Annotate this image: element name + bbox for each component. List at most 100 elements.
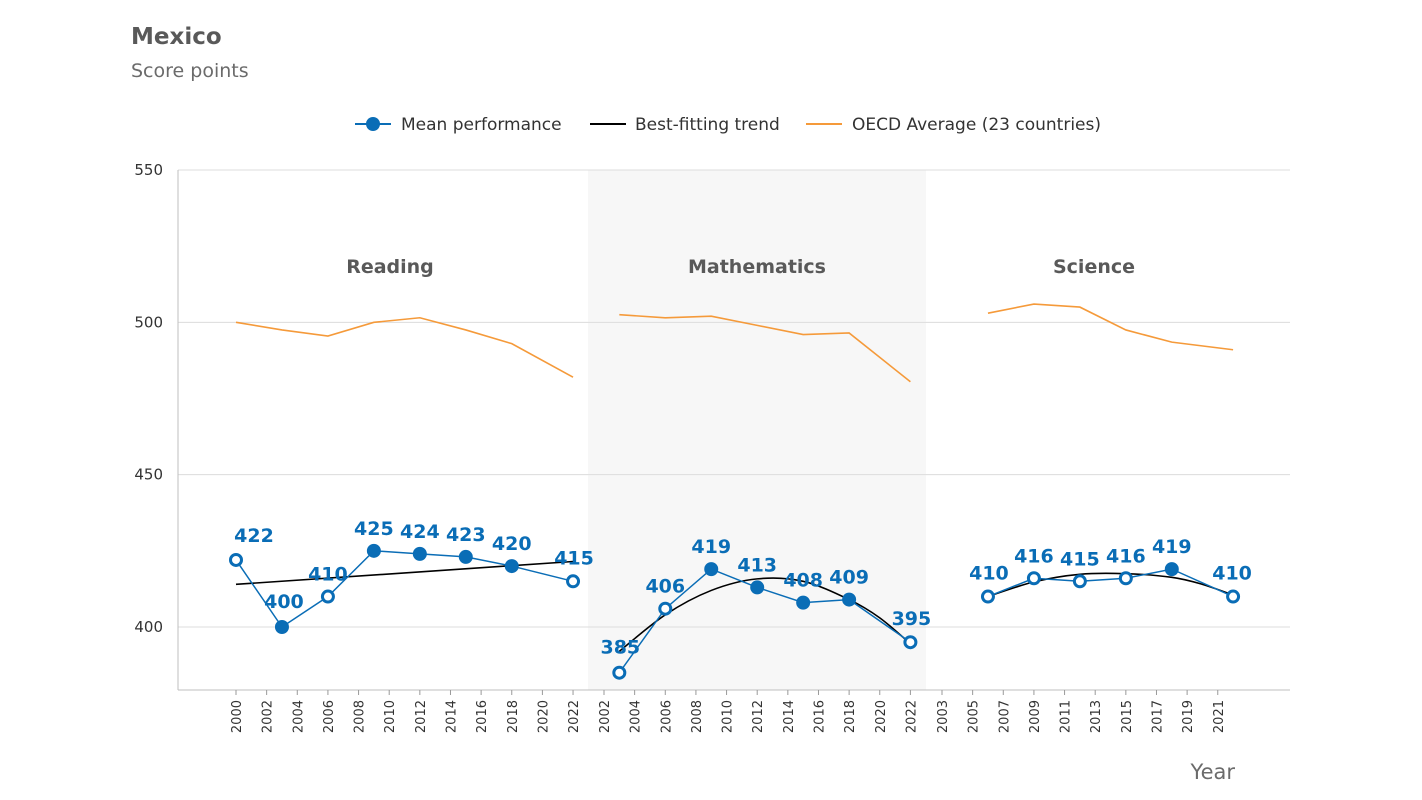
data-point: [412, 546, 427, 561]
x-tick-label: 2017: [1150, 700, 1165, 733]
x-tick-label: 2014: [782, 700, 797, 733]
oecd-average-line-science: [987, 303, 1234, 351]
x-tick-label: 2003: [936, 700, 951, 733]
y-tick-label: 400: [134, 618, 163, 636]
data-label: 395: [892, 608, 932, 630]
panel-label-reading: Reading: [346, 256, 434, 278]
x-tick-label: 2013: [1089, 700, 1104, 733]
plot-background: [588, 170, 926, 690]
data-point: [1072, 574, 1087, 589]
data-point: [1118, 571, 1133, 586]
mean-performance-line-science: [987, 568, 1234, 598]
data-point: [1026, 571, 1041, 586]
data-label: 420: [492, 533, 532, 555]
data-label: 425: [354, 518, 394, 540]
data-point: [842, 592, 857, 607]
data-label: 415: [554, 547, 594, 569]
data-point: [229, 552, 243, 567]
gridlines: [178, 169, 1290, 628]
x-tick-label: 2004: [291, 700, 306, 733]
data-point: [458, 549, 473, 564]
x-tick-label: 2015: [1120, 700, 1135, 733]
x-tick-label: 2008: [353, 700, 368, 733]
panel-background-mathematics: [588, 170, 926, 690]
x-tick-label: 2006: [322, 700, 337, 733]
data-label: 400: [264, 591, 304, 613]
legend-label-best-fitting-trend: Best-fitting trend: [635, 115, 780, 135]
x-axis-title: Year: [1190, 760, 1236, 784]
data-point: [1164, 562, 1179, 577]
x-tick-label: 2012: [751, 700, 766, 733]
x-tick-label: 2014: [444, 700, 459, 733]
data-label: 410: [969, 563, 1009, 585]
data-label: 385: [600, 637, 640, 659]
data-point: [704, 562, 719, 577]
y-tick-label: 450: [134, 466, 163, 484]
data-label: 424: [400, 521, 440, 543]
legend: Mean performance Best-fitting trend OECD A…: [355, 115, 1101, 135]
data-label: 416: [1106, 545, 1146, 567]
oecd-average-line-reading: [235, 316, 574, 378]
trend-line-science: [987, 572, 1234, 598]
data-point: [658, 601, 673, 616]
panel-label-science: Science: [1053, 256, 1135, 278]
data-label: 406: [645, 576, 685, 598]
x-tick-label: 2018: [843, 700, 858, 733]
data-point: [274, 620, 289, 634]
data-point: [612, 665, 627, 680]
data-point: [796, 595, 811, 610]
x-tick-label: 2010: [721, 700, 736, 733]
x-tick-label: 2004: [629, 700, 644, 733]
data-point: [1226, 589, 1241, 604]
data-point: [366, 543, 381, 558]
x-tick-label: 2018: [506, 700, 521, 733]
data-label: 416: [1014, 545, 1054, 567]
data-point: [750, 580, 765, 595]
x-tick-label: 2019: [1181, 700, 1196, 733]
x-tick-label: 2012: [414, 700, 429, 733]
x-tick-label: 2007: [997, 700, 1012, 733]
mean-performance-line-reading: [235, 550, 574, 629]
x-tick-label: 2002: [598, 700, 613, 733]
data-label: 409: [829, 567, 869, 589]
x-tick-label: 2016: [475, 700, 490, 733]
x-tick-label: 2005: [967, 700, 982, 733]
y-tick-label: 550: [134, 161, 163, 179]
data-label: 408: [783, 570, 823, 592]
data-label: 419: [1152, 536, 1192, 558]
x-tick-label: 2008: [690, 700, 705, 733]
chart-subtitle: Score points: [131, 60, 249, 82]
x-tick-label: 2006: [659, 700, 674, 733]
legend-label-oecd-average: OECD Average (23 countries): [852, 115, 1101, 135]
x-tick-label: 2002: [261, 700, 276, 733]
legend-label-mean-performance: Mean performance: [401, 115, 562, 135]
data-label: 415: [1060, 548, 1100, 570]
y-tick-label: 500: [134, 313, 163, 331]
x-tick-label: 2011: [1059, 700, 1074, 733]
series-layer: [229, 303, 1241, 680]
oecd-average-line-mathematics: [619, 313, 911, 383]
data-point: [903, 635, 918, 650]
x-tick-label: 2021: [1212, 700, 1227, 733]
data-label: 413: [737, 554, 777, 576]
panel-label-mathematics: Mathematics: [688, 256, 826, 278]
x-tick-label: 2016: [812, 700, 827, 733]
x-tick-label: 2022: [904, 700, 919, 733]
trend-line-reading: [235, 560, 574, 586]
data-point: [504, 559, 519, 574]
data-point: [980, 589, 995, 604]
x-tick-label: 2022: [567, 700, 582, 733]
legend-marker-mean-performance: [366, 117, 380, 131]
data-label: 410: [308, 564, 348, 586]
data-label: 422: [234, 525, 274, 547]
x-tick-label: 2009: [1028, 700, 1043, 733]
data-label: 423: [446, 524, 486, 546]
data-label: 419: [691, 536, 731, 558]
data-point: [566, 574, 581, 589]
data-point: [320, 589, 335, 604]
chart-title: Mexico: [131, 24, 222, 50]
x-tick-label: 2010: [383, 700, 398, 733]
x-tick-label: 2020: [536, 700, 551, 733]
